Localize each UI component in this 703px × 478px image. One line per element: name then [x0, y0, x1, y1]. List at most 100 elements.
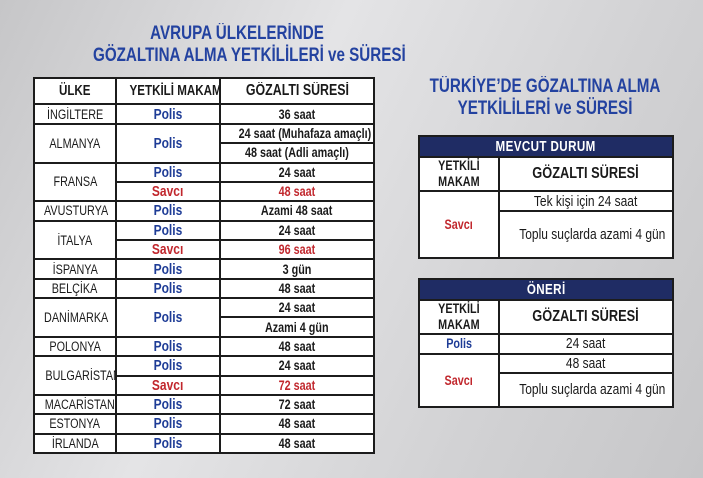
country-label: MACARİSTAN: [44, 397, 115, 413]
country-cell: İRLANDA: [33, 432, 117, 455]
duration-cell: Azami 48 saat: [219, 200, 375, 222]
duration-cell: 48 saat: [219, 335, 375, 358]
country-cell: İNGİLTERE: [33, 103, 117, 125]
duration-label: 72 saat: [278, 397, 316, 413]
proposal-table-title-bar: ÖNERİ: [417, 278, 675, 301]
turkey-title-line1: TÜRKİYE’DE GÖZALTINA ALMA: [429, 76, 661, 97]
duration-cell: 72 saat: [219, 393, 375, 416]
country-label: POLONYA: [49, 338, 101, 354]
duration-cell: 48 saat: [219, 432, 375, 455]
europe-title-line2: GÖZALTINA ALMA YETKİLİLERİ ve SÜRESİ: [93, 45, 406, 67]
table-row: Savcı 48 saat: [418, 352, 675, 408]
duration-label: 3 gün: [282, 261, 312, 277]
country-header-label: ÜLKE: [59, 83, 91, 100]
country-cell: ALMANYA: [33, 122, 117, 164]
country-label: BULGARİSTAN: [45, 368, 116, 384]
authority-cell: Savcı: [115, 238, 221, 261]
turkey-title: TÜRKİYE’DE GÖZALTINA ALMA YETKİLİLERİ ve…: [429, 76, 661, 121]
proposal-table-title-label: ÖNERİ: [526, 281, 566, 298]
authority-cell: Polis: [115, 258, 221, 280]
authority-header-label: YETKİLİ MAKAM: [129, 83, 220, 100]
country-label: İSPANYA: [52, 261, 98, 277]
duration-cell: 3 gün: [219, 258, 375, 280]
authority-label: Polis: [153, 415, 183, 433]
current-header-row: YETKİLİ MAKAM GÖZALTI SÜRESİ: [418, 156, 674, 192]
table-row: FRANSA Polis 24 saat: [33, 161, 375, 203]
table-row: ALMANYA Polis 24 saat (Muhafaza amaçlı): [33, 122, 375, 164]
authority-label: Polis: [153, 163, 183, 181]
table-row: 48 saat (Adli amaçlı): [34, 142, 375, 164]
authority-label: Polis: [153, 337, 183, 355]
duration-label: 24 saat: [278, 222, 316, 238]
authority-column-header: YETKİLİ MAKAM: [418, 156, 500, 192]
current-table-title: MEVCUT DURUM: [418, 135, 674, 158]
authority-cell: Polis: [115, 277, 221, 300]
authority-cell: Polis: [418, 332, 500, 355]
duration-label: 36 saat: [278, 106, 316, 122]
authority-label: Savcı: [444, 217, 474, 232]
duration-cell: 24 saat (Muhafaza amaçlı): [219, 122, 375, 145]
europe-title-line1: AVRUPA ÜLKELERİNDE: [150, 23, 324, 44]
country-cell: DANİMARKA: [33, 297, 117, 338]
authority-cell: Savcı: [418, 352, 500, 408]
proposal-table-title: ÖNERİ: [417, 278, 675, 301]
table-row: Savcı 96 saat: [34, 238, 375, 261]
table-row: DANİMARKA Polis 24 saat: [33, 297, 375, 338]
country-label: ESTONYA: [49, 416, 101, 432]
duration-label: Toplu suçlarda azami 4 gün: [519, 226, 666, 243]
authority-label: Polis: [153, 221, 183, 239]
table-row: İTALYA Polis 24 saat: [33, 219, 375, 261]
duration-label: 48 saat: [566, 354, 606, 372]
duration-label: 24 saat: [278, 164, 316, 180]
authority-column-header: YETKİLİ MAKAM: [418, 299, 500, 335]
duration-column-header: GÖZALTI SÜRESİ: [498, 156, 674, 192]
authority-cell: Polis: [115, 161, 221, 183]
table-row: BELÇİKA Polis 48 saat: [33, 277, 375, 300]
authority-cell: Polis: [115, 355, 221, 377]
authority-label: Polis: [153, 202, 183, 220]
turkey-title-line2: YETKİLİLERİ ve SÜRESİ: [457, 98, 633, 120]
duration-cell: 24 saat: [219, 355, 375, 377]
proposal-header-row: YETKİLİ MAKAM GÖZALTI SÜRESİ: [418, 299, 675, 335]
authority-column-header: YETKİLİ MAKAM: [115, 76, 221, 106]
authority-cell: Polis: [115, 297, 221, 338]
table-row: Toplu suçlarda azami 4 gün: [419, 210, 674, 259]
duration-label: 72 saat: [278, 377, 316, 393]
duration-cell: 24 saat: [497, 332, 675, 355]
europe-header-row: ÜLKE YETKİLİ MAKAM GÖZALTI SÜRESİ: [33, 76, 375, 106]
duration-header-label: GÖZALTI SÜRESİ: [245, 82, 349, 100]
country-cell: FRANSA: [33, 161, 117, 203]
country-cell: İTALYA: [33, 219, 117, 261]
table-row: MACARİSTAN Polis 72 saat: [33, 393, 375, 416]
duration-label: 48 saat: [278, 338, 316, 354]
table-row: İNGİLTERE Polis 36 saat: [33, 103, 375, 125]
authority-cell: Polis: [115, 432, 221, 455]
current-table-title-label: MEVCUT DURUM: [495, 138, 597, 155]
duration-label: Azami 4 gün: [265, 319, 329, 335]
duration-cell: 36 saat: [219, 103, 375, 125]
authority-cell: Polis: [115, 200, 221, 222]
duration-label: 48 saat (Adli amaçlı): [245, 145, 349, 161]
table-row: İRLANDA Polis 48 saat: [33, 432, 375, 455]
duration-label: 48 saat: [278, 280, 316, 296]
country-cell: BULGARİSTAN: [33, 355, 117, 396]
table-row: İSPANYA Polis 3 gün: [33, 258, 375, 280]
duration-label: 24 saat: [278, 300, 316, 316]
table-row: ESTONYA Polis 48 saat: [33, 413, 375, 435]
authority-cell: Polis: [115, 393, 221, 416]
authority-cell: Polis: [115, 335, 221, 358]
authority-label: Savcı: [444, 372, 474, 388]
country-label: İNGİLTERE: [46, 106, 104, 122]
duration-cell: Azami 4 gün: [219, 316, 375, 338]
authority-label: Polis: [446, 336, 472, 352]
authority-label: Polis: [153, 134, 183, 152]
authority-label: Savcı: [152, 376, 184, 394]
authority-header-label: YETKİLİ MAKAM: [438, 158, 480, 189]
authority-label: Polis: [153, 279, 183, 297]
table-row: Azami 4 gün: [34, 316, 375, 338]
authority-label: Polis: [153, 434, 183, 452]
duration-label: 48 saat: [278, 435, 316, 451]
table-row: Polis 24 saat: [418, 332, 675, 355]
duration-cell: 48 saat: [497, 352, 675, 374]
